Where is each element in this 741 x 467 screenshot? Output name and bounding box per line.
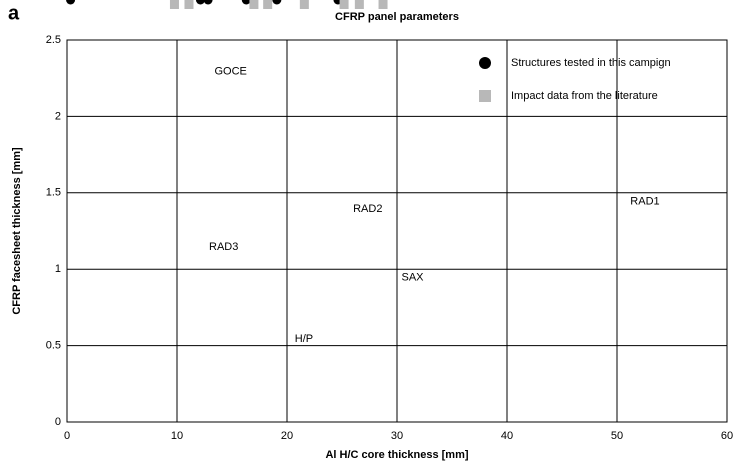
plot-frame bbox=[66, 39, 728, 423]
point bbox=[241, 0, 251, 5]
panel-label: a bbox=[8, 2, 20, 24]
x-tick-label: 30 bbox=[391, 430, 403, 442]
point bbox=[184, 0, 194, 9]
point bbox=[272, 0, 282, 5]
point bbox=[66, 0, 76, 5]
x-tick-label: 10 bbox=[171, 430, 183, 442]
x-tick-label: 0 bbox=[64, 430, 70, 442]
point bbox=[195, 0, 205, 5]
x-axis-label: Al H/C core thickness [mm] bbox=[325, 449, 468, 461]
y-tick-label: 0.5 bbox=[46, 340, 61, 352]
point-label: RAD3 bbox=[209, 241, 238, 253]
point-label: H/P bbox=[295, 333, 313, 345]
point-label: RAD2 bbox=[353, 203, 382, 215]
y-tick-label: 1.5 bbox=[46, 187, 61, 199]
point bbox=[299, 0, 309, 9]
y-tick-label: 2.5 bbox=[46, 34, 61, 46]
point bbox=[378, 0, 388, 9]
chart-title: CFRP panel parameters bbox=[335, 11, 459, 23]
point bbox=[339, 0, 349, 9]
point-label: SAX bbox=[402, 272, 425, 284]
x-tick-label: 40 bbox=[501, 430, 513, 442]
legend-label: Structures tested in this campign bbox=[511, 57, 671, 69]
point bbox=[354, 0, 364, 9]
y-tick-label: 2 bbox=[55, 110, 61, 122]
point bbox=[249, 0, 259, 9]
point bbox=[263, 0, 273, 9]
y-tick-label: 1 bbox=[55, 263, 61, 275]
x-tick-label: 60 bbox=[721, 430, 733, 442]
y-axis-label: CFRP facesheet thickness [mm] bbox=[11, 147, 23, 315]
y-tick-label: 0 bbox=[55, 416, 61, 428]
x-tick-label: 20 bbox=[281, 430, 293, 442]
x-tick-label: 50 bbox=[611, 430, 623, 442]
legend-label: Impact data from the literature bbox=[511, 90, 658, 102]
point-label: RAD1 bbox=[630, 195, 659, 207]
legend-marker bbox=[479, 57, 491, 69]
point-label: GOCE bbox=[215, 65, 247, 77]
point bbox=[203, 0, 213, 5]
point bbox=[169, 0, 179, 9]
legend-marker bbox=[479, 90, 491, 102]
